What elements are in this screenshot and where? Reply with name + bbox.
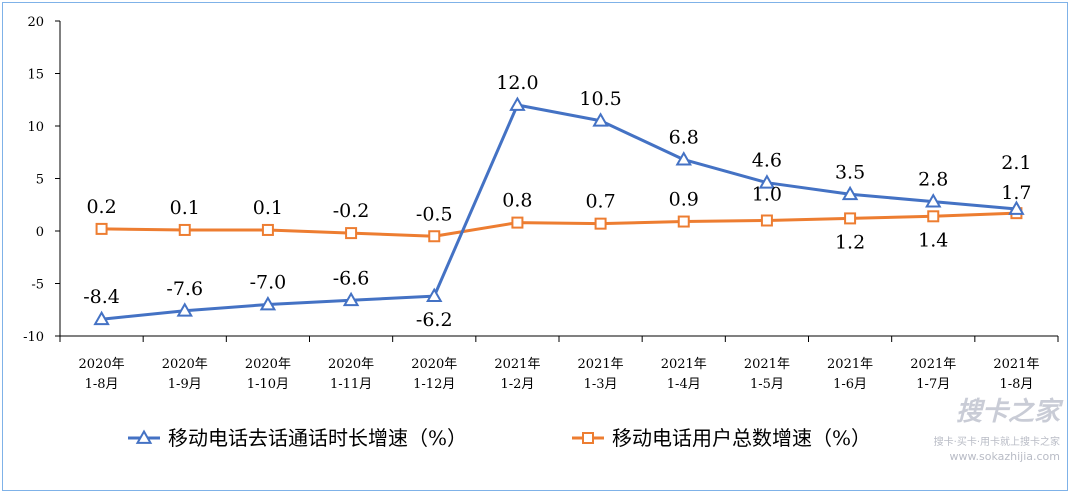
series-0-point — [426, 287, 443, 302]
x-category-year: 2021年 — [578, 357, 624, 372]
legend-label-0: 移动电话去话通话时长增速（%） — [168, 426, 467, 450]
legend: 移动电话去话通话时长增速（%） 移动电话用户总数增速（%） — [128, 426, 871, 450]
legend-label-1: 移动电话用户总数增速（%） — [612, 426, 871, 450]
x-category-period: 1-6月 — [833, 377, 867, 392]
data-labels: -8.4 -7.6 -7.0 -6.6 -6.2 12.0 10.5 6.8 4.6 3.5 2.8… — [83, 72, 1031, 331]
series-1-data-label: 1.7 — [1001, 182, 1031, 204]
series-1-point — [594, 217, 607, 230]
series-0-data-label: -8.4 — [83, 286, 120, 308]
watermark-tagline: 搜卡·买卡·用卡就上搜卡之家 — [934, 435, 1060, 448]
series-group — [93, 96, 1025, 326]
series-0-data-label: 12.0 — [496, 72, 538, 94]
series-1-data-label: 1.0 — [752, 184, 782, 206]
x-category-period: 1-3月 — [584, 377, 618, 392]
x-category-period: 1-11月 — [330, 377, 372, 392]
series-0-data-label: 10.5 — [579, 88, 621, 110]
series-1-data-label: 0.2 — [86, 196, 116, 218]
series-1-point — [345, 227, 358, 240]
series-1-data-label: 0.1 — [170, 197, 200, 219]
watermark-logo: 搜卡之家 — [956, 397, 1064, 427]
series-0-point — [176, 302, 193, 317]
series-1-point — [261, 223, 274, 236]
series-1-point — [677, 215, 690, 228]
series-1-data-label: 0.8 — [502, 190, 532, 212]
x-category-period: 1-12月 — [413, 377, 455, 392]
series-1-point — [95, 222, 108, 235]
x-category-year: 2021年 — [827, 357, 873, 372]
series-1-data-label: -0.5 — [416, 203, 453, 225]
series-1-point — [927, 210, 940, 223]
series-0-point — [509, 96, 526, 111]
axes: 20 15 10 5 0 -5 -10 2020年 1-8月 2020年 1-9月 2020年 1-10… — [23, 15, 1059, 392]
watermark: 搜卡之家 搜卡·买卡·用卡就上搜卡之家 www.sokazhijia.com — [934, 397, 1064, 463]
series-1-data-label: 1.2 — [835, 231, 865, 253]
x-category-year: 2021年 — [661, 357, 707, 372]
x-category-year: 2020年 — [162, 357, 208, 372]
series-0-point — [758, 174, 776, 189]
series-1-data-label: 0.9 — [669, 189, 699, 211]
series-0-data-label: -6.6 — [333, 267, 370, 289]
y-tick-label: 0 — [36, 225, 44, 240]
y-tick-label: 15 — [27, 68, 44, 83]
series-1-data-label: 0.1 — [253, 197, 283, 219]
series-0-data-label: -7.6 — [166, 278, 203, 300]
legend-marker-triangle-icon — [135, 429, 153, 444]
series-0-data-label: -6.2 — [416, 309, 453, 331]
x-category-year: 2021年 — [494, 357, 540, 372]
legend-marker-square-icon — [582, 432, 594, 444]
y-tick-label: 10 — [27, 120, 44, 135]
series-1-point — [844, 212, 857, 225]
series-1-point — [511, 216, 524, 229]
x-category-period: 1-8月 — [999, 377, 1033, 392]
series-1-point — [178, 223, 191, 236]
x-category-period: 1-7月 — [916, 377, 950, 392]
series-0-data-label: 2.1 — [1001, 152, 1031, 174]
series-0-point — [1008, 200, 1025, 215]
x-category-period: 1-2月 — [500, 377, 534, 392]
y-tick-label: 20 — [27, 15, 44, 30]
x-category-year: 2020年 — [328, 357, 374, 372]
series-1-data-label: 1.4 — [918, 229, 948, 251]
series-0-data-label: 6.8 — [669, 127, 699, 149]
series-0-point — [841, 185, 859, 201]
series-0-data-label: 2.8 — [918, 169, 948, 191]
y-tick-label: -10 — [23, 330, 44, 345]
series-1-point — [760, 214, 773, 227]
y-tick-label: -5 — [31, 278, 44, 293]
x-category-period: 1-10月 — [247, 377, 289, 392]
series-0-point — [342, 291, 360, 307]
series-1-data-label: -0.2 — [333, 200, 370, 222]
x-category-period: 1-5月 — [750, 377, 784, 392]
series-0-data-label: -7.0 — [250, 272, 287, 294]
watermark-url: www.sokazhijia.com — [950, 450, 1061, 463]
series-0-point — [925, 193, 942, 208]
x-category-year: 2021年 — [910, 357, 956, 372]
y-tick-label: 5 — [36, 173, 44, 188]
series-1-point — [428, 230, 441, 243]
series-line-1 — [101, 211, 1017, 238]
x-category-period: 1-8月 — [85, 377, 119, 392]
series-0-point — [592, 112, 609, 127]
x-category-year: 2020年 — [411, 357, 457, 372]
series-1-data-label: 0.7 — [585, 191, 615, 213]
x-category-period: 1-4月 — [667, 377, 701, 392]
x-category-year: 2021年 — [993, 357, 1039, 372]
series-line-0 — [101, 103, 1017, 321]
series-0-point — [93, 310, 110, 326]
series-0-data-label: 3.5 — [835, 161, 865, 183]
x-category-period: 1-9月 — [168, 377, 202, 392]
x-category-year: 2021年 — [744, 357, 790, 372]
series-0-point — [675, 151, 692, 166]
x-category-year: 2020年 — [79, 357, 125, 372]
series-0-point — [259, 295, 277, 311]
series-0-data-label: 4.6 — [752, 150, 782, 172]
x-category-year: 2020年 — [245, 357, 291, 372]
